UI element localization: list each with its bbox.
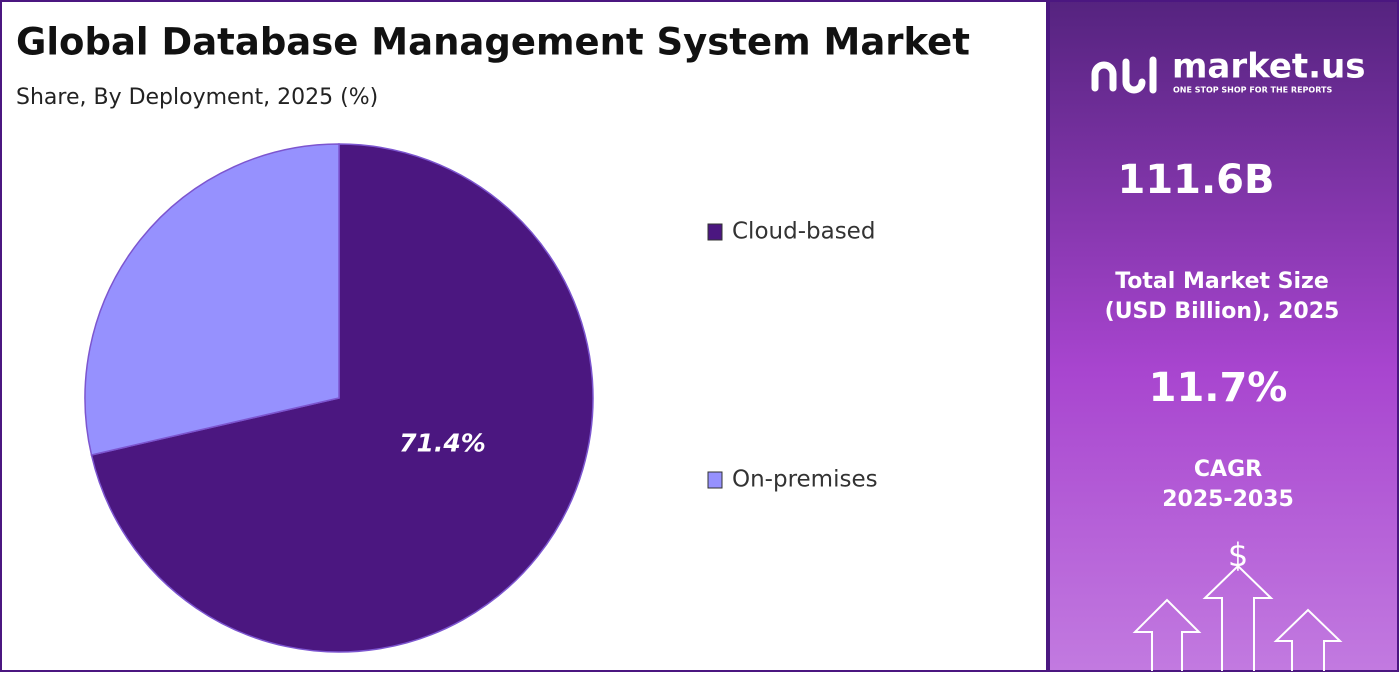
logo-icon (1122, 58, 1146, 94)
legend-label: On-premises (732, 467, 878, 493)
pie-slice (84, 143, 340, 456)
logo (1091, 56, 1157, 94)
legend-label: Cloud-based (732, 219, 875, 245)
arrows (1132, 564, 1343, 671)
market-size-label: Total Market Size (1115, 269, 1329, 294)
chart-subtitle: Share, By Deployment, 2025 (%) (16, 85, 378, 110)
arrow-icon (1202, 564, 1274, 671)
legend-swatch (707, 471, 723, 489)
legend: Cloud-based On-premises (707, 219, 878, 493)
market-size-label: (USD Billion), 2025 (1105, 299, 1340, 324)
arrow-icon (1132, 598, 1202, 671)
chart-title: Global Database Management System Market (16, 21, 970, 64)
cagr-label: CAGR (1194, 457, 1262, 482)
pie-slice (90, 143, 594, 653)
tagline: ONE STOP SHOP FOR THE REPORTS (1173, 86, 1332, 95)
market-size: 111.6B (1117, 157, 1274, 203)
cagr-label: 2025-2035 (1162, 487, 1294, 512)
legend-swatch (707, 223, 723, 241)
side-panel (1048, 0, 1399, 672)
cagr: 11.7% (1149, 365, 1288, 411)
arrow-icon (1273, 608, 1343, 671)
data-label: 71.4% (399, 428, 486, 457)
dollar-icon: $ (1228, 536, 1248, 574)
brand: market.us (1172, 47, 1366, 87)
logo-icon (1091, 61, 1117, 92)
pie: 71.4% (84, 143, 594, 653)
